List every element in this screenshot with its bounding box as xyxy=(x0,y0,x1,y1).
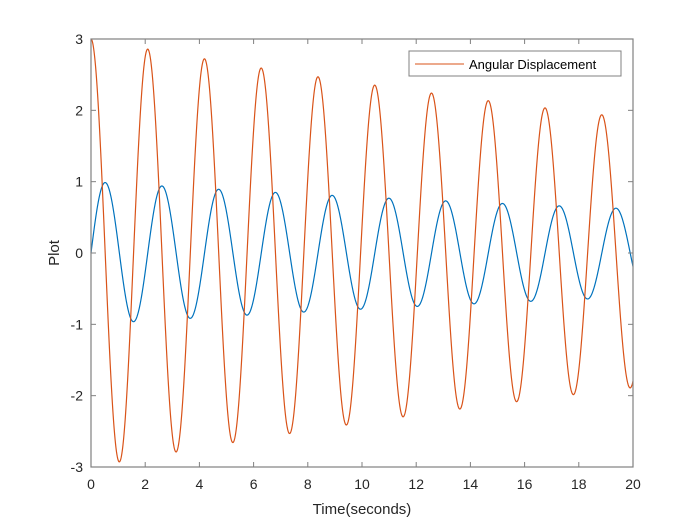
y-tick-label: 1 xyxy=(75,174,83,190)
x-tick-label: 8 xyxy=(304,476,312,492)
x-tick-label: 14 xyxy=(463,476,479,492)
y-axis-label: Plot xyxy=(46,239,63,266)
x-tick-label: 2 xyxy=(141,476,149,492)
x-tick-label: 16 xyxy=(517,476,533,492)
x-axis-label: Time(seconds) xyxy=(313,501,412,518)
x-tick-label: 4 xyxy=(196,476,204,492)
y-tick-label: 3 xyxy=(75,31,83,47)
ticks-layer xyxy=(90,38,634,468)
legend-entry-angular-displacement: Angular Displacement xyxy=(469,57,597,72)
x-tick-label: 6 xyxy=(250,476,258,492)
y-tick-label: 2 xyxy=(75,102,83,118)
series-layer xyxy=(90,38,634,463)
legend[interactable]: Angular Displacement xyxy=(408,50,622,77)
y-tick-label: 0 xyxy=(75,245,83,261)
x-tick-label: 10 xyxy=(354,476,370,492)
y-tick-label: -2 xyxy=(71,388,84,404)
x-tick-label: 18 xyxy=(571,476,587,492)
y-tick-label: -3 xyxy=(71,459,84,475)
series-line-orange xyxy=(90,38,634,463)
series-line-blue xyxy=(90,181,634,323)
x-tick-label: 12 xyxy=(408,476,424,492)
plot-area xyxy=(90,38,634,468)
y-tick-label: -1 xyxy=(71,316,84,332)
axes-background xyxy=(91,39,633,467)
x-tick-label: 20 xyxy=(625,476,641,492)
x-tick-label: 0 xyxy=(87,476,95,492)
